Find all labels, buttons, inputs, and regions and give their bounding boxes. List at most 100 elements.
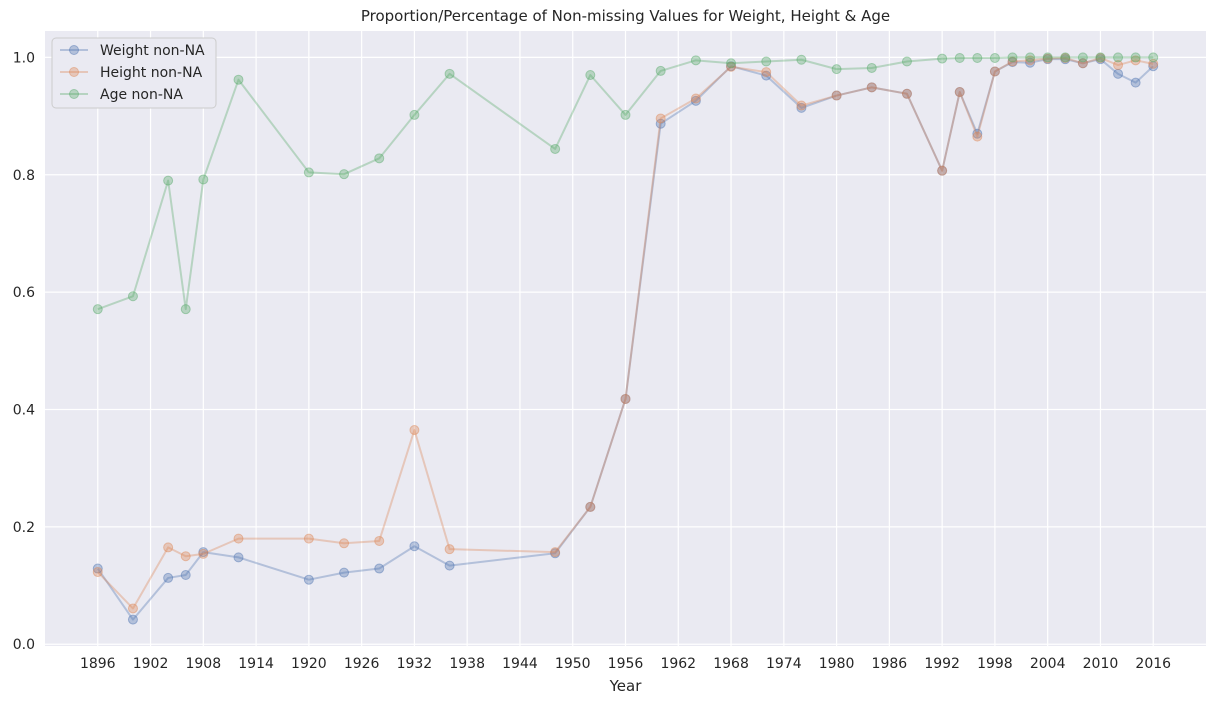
- data-point: [954, 52, 965, 63]
- data-point: [690, 93, 701, 104]
- y-tick-label: 0.8: [13, 168, 35, 184]
- x-tick-label: 2004: [1030, 656, 1066, 672]
- legend-label: Weight non-NA: [100, 43, 205, 59]
- data-point: [409, 541, 420, 552]
- data-point: [1077, 52, 1088, 63]
- x-tick-label: 1896: [80, 656, 116, 672]
- data-point: [1007, 52, 1018, 63]
- series-line: [96, 58, 1154, 621]
- data-point: [1148, 58, 1159, 69]
- data-point: [901, 88, 912, 99]
- data-point: [303, 167, 314, 178]
- x-tick-label: 1974: [766, 656, 802, 672]
- data-point: [339, 169, 350, 180]
- x-tick-label: 1920: [291, 656, 327, 672]
- data-point: [374, 153, 385, 164]
- data-point: [585, 70, 596, 81]
- data-point: [1025, 52, 1036, 63]
- tick-labels: 1896 1902 1908 1914 1920 1926 1932 1938 1944 1950…: [13, 50, 1171, 672]
- data-point: [409, 425, 420, 436]
- series-line: [97, 56, 1154, 311]
- series-lines: [92, 52, 1159, 625]
- data-point: [954, 87, 965, 98]
- data-point: [1042, 53, 1053, 64]
- data-point: [1113, 52, 1124, 63]
- data-point: [655, 113, 666, 124]
- x-tick-label: 1998: [977, 656, 1013, 672]
- data-point: [761, 70, 772, 81]
- data-point: [1077, 58, 1088, 69]
- data-point: [655, 65, 666, 76]
- y-tick-label: 0.0: [13, 637, 35, 653]
- data-point: [989, 66, 1000, 77]
- x-tick-label: 1950: [555, 656, 591, 672]
- data-point: [374, 535, 385, 546]
- data-point: [444, 544, 455, 555]
- x-tick-label: 1956: [608, 656, 644, 672]
- data-point: [1113, 60, 1124, 71]
- data-point: [163, 572, 174, 583]
- data-point: [726, 58, 737, 69]
- x-tick-label: 1926: [344, 656, 380, 672]
- x-tick-label: 1986: [872, 656, 908, 672]
- x-axis-label: Year: [609, 677, 643, 695]
- series-height-non-na: [92, 52, 1159, 614]
- data-point: [1042, 52, 1053, 63]
- x-tick-label: 1932: [397, 656, 433, 672]
- legend-swatch-marker: [69, 67, 79, 77]
- data-point: [1042, 54, 1053, 65]
- data-point: [901, 56, 912, 67]
- data-point: [233, 74, 244, 85]
- data-point: [585, 501, 596, 512]
- data-point: [1095, 54, 1106, 65]
- data-point: [180, 304, 191, 315]
- legend-swatch-marker: [69, 89, 79, 99]
- x-tick-label: 1944: [502, 656, 538, 672]
- data-point: [1095, 52, 1106, 63]
- grid-lines: [45, 31, 1206, 646]
- data-point: [796, 100, 807, 111]
- data-point: [989, 66, 1000, 77]
- data-point: [550, 548, 561, 559]
- data-point: [796, 54, 807, 65]
- y-tick-label: 0.2: [13, 520, 35, 536]
- legend-item: Weight non-NA: [60, 43, 205, 59]
- legend-items: Weight non-NA Height non-NA Age non-NA: [60, 43, 205, 103]
- data-point: [620, 109, 631, 120]
- data-point: [989, 52, 1000, 63]
- legend-label: Age non-NA: [100, 87, 183, 103]
- data-point: [937, 165, 948, 176]
- data-point: [92, 567, 103, 578]
- data-point: [1025, 57, 1036, 68]
- data-point: [233, 552, 244, 563]
- y-tick-label: 1.0: [13, 50, 35, 66]
- series-line: [97, 56, 1154, 610]
- data-point: [339, 567, 350, 578]
- data-point: [127, 291, 138, 302]
- data-point: [761, 67, 772, 78]
- data-point: [901, 88, 912, 99]
- data-point: [954, 87, 965, 98]
- x-tick-label: 2010: [1083, 656, 1119, 672]
- y-tick-label: 0.6: [13, 285, 35, 301]
- data-point: [233, 533, 244, 544]
- data-point: [1130, 77, 1141, 88]
- data-point: [796, 102, 807, 113]
- data-point: [620, 393, 631, 404]
- data-point: [198, 548, 209, 559]
- data-point: [550, 143, 561, 154]
- series-weight-non-na: [92, 54, 1159, 625]
- x-tick-label: 1980: [819, 656, 855, 672]
- data-point: [1007, 56, 1018, 67]
- data-point: [550, 547, 561, 558]
- data-point: [690, 55, 701, 66]
- data-point: [726, 61, 737, 72]
- data-point: [374, 563, 385, 574]
- y-tick-label: 0.4: [13, 403, 35, 419]
- x-tick-label: 1902: [133, 656, 169, 672]
- x-tick-label: 1968: [713, 656, 749, 672]
- data-point: [303, 574, 314, 585]
- data-point: [198, 547, 209, 558]
